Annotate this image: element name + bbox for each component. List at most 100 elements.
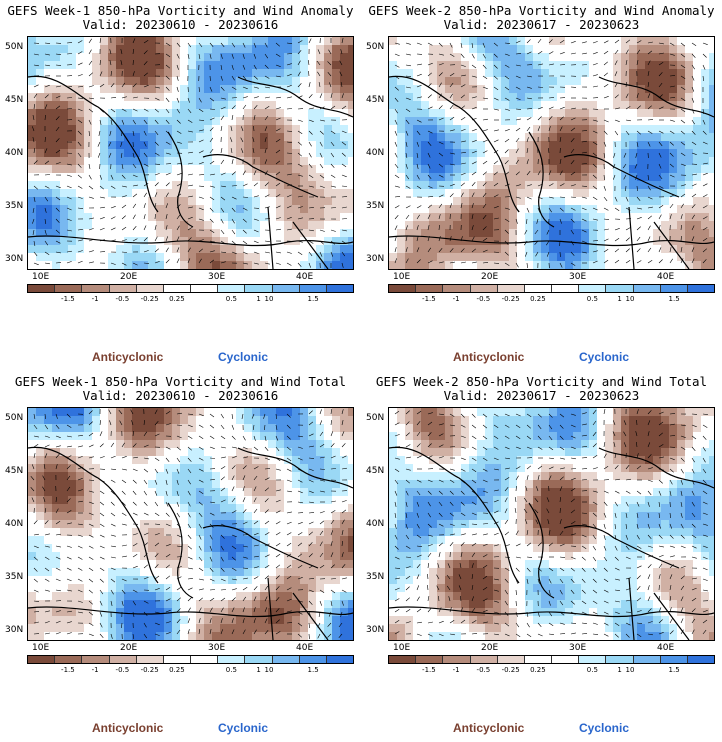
colorbar-label: 1 (617, 295, 622, 303)
colorbar-swatch (497, 656, 525, 663)
latitude-label: 30N (5, 625, 24, 635)
colorbar-swatch (299, 285, 327, 292)
colorbar-swatch (272, 285, 300, 292)
colorbar-label: 1.5 (668, 666, 680, 674)
latitude-label: 45N (366, 95, 385, 105)
colorbar-label: -1.5 (422, 295, 436, 303)
colorbar-swatch (299, 656, 327, 663)
colorbar-label: -0.5 (476, 666, 491, 674)
longitude-label: 10E (32, 272, 50, 282)
colorbar-label: -0.5 (115, 295, 130, 303)
colorbar-swatch (524, 656, 553, 663)
colorbar-swatch (191, 285, 219, 292)
colorbar-swatch (579, 285, 607, 292)
colorbar-label: 0.25 (530, 295, 546, 303)
latitude-label: 45N (366, 466, 385, 476)
colorbar-swatch (109, 656, 137, 663)
colorbar-swatch (552, 656, 580, 663)
colorbar-swatch (218, 656, 246, 663)
legend-anticyclonic: Anticyclonic (92, 350, 164, 364)
colorbar-swatch (416, 285, 444, 292)
longitude-label: 20E (481, 643, 499, 653)
latitude-label: 40N (366, 148, 385, 158)
latitude-label: 30N (366, 254, 385, 264)
colorbar-swatch (191, 656, 219, 663)
colorbar-center-label: 10 (625, 295, 635, 303)
latitude-label: 50N (5, 413, 24, 423)
colorbar-swatch (660, 285, 688, 292)
latitude-label: 35N (366, 201, 385, 211)
map-panel-week1-total: GEFS Week-1 850-hPa Vorticity and Wind T… (0, 371, 361, 742)
colorbar-label: -0.5 (115, 666, 130, 674)
vorticity-map (27, 36, 354, 270)
colorbar-swatch (687, 656, 715, 663)
longitude-label: 40E (657, 272, 675, 282)
colorbar-label: 1.5 (307, 666, 319, 674)
colorbar (27, 655, 354, 664)
map-canvas (389, 408, 714, 640)
colorbar-swatch (579, 656, 607, 663)
colorbar-swatch (606, 656, 634, 663)
colorbar-swatch (470, 656, 498, 663)
colorbar-swatch (389, 285, 417, 292)
colorbar (388, 655, 715, 664)
legend-cyclonic: Cyclonic (579, 350, 630, 364)
latitude-label: 45N (5, 466, 24, 476)
colorbar-swatch (524, 285, 553, 292)
colorbar-center-label: 10 (264, 666, 274, 674)
legend-cyclonic: Cyclonic (218, 721, 269, 735)
colorbar-swatch (163, 656, 192, 663)
colorbar-swatch (55, 285, 83, 292)
colorbar-swatch (272, 656, 300, 663)
colorbar-label: 1 (256, 666, 261, 674)
colorbar (27, 284, 354, 293)
legend-cyclonic: Cyclonic (579, 721, 630, 735)
longitude-label: 40E (657, 643, 675, 653)
colorbar-swatch (416, 656, 444, 663)
map-canvas (389, 37, 714, 269)
colorbar-swatch (245, 656, 273, 663)
latitude-label: 40N (5, 519, 24, 529)
colorbar-swatch (28, 656, 56, 663)
panel-title: GEFS Week-1 850-hPa Vorticity and Wind T… (14, 374, 347, 389)
legend-anticyclonic: Anticyclonic (453, 350, 525, 364)
latitude-label: 40N (5, 148, 24, 158)
longitude-label: 10E (393, 272, 411, 282)
colorbar-swatch (218, 285, 246, 292)
panel-title: GEFS Week-2 850-hPa Vorticity and Wind A… (368, 3, 715, 18)
colorbar-swatch (470, 285, 498, 292)
longitude-label: 20E (120, 272, 138, 282)
panel-valid-range: Valid: 20230610 - 20230616 (82, 17, 279, 32)
latitude-label: 50N (366, 413, 385, 423)
map-panel-week2-anomaly: GEFS Week-2 850-hPa Vorticity and Wind A… (361, 0, 722, 371)
colorbar-swatch (245, 285, 273, 292)
colorbar-label: 1.5 (307, 295, 319, 303)
colorbar-swatch (552, 285, 580, 292)
colorbar-swatch (163, 285, 192, 292)
colorbar-swatch (633, 285, 661, 292)
colorbar-swatch (136, 656, 164, 663)
colorbar-label: -1 (452, 666, 460, 674)
map-canvas (28, 37, 353, 269)
colorbar-label: 0.25 (169, 666, 185, 674)
colorbar-swatch (136, 285, 164, 292)
colorbar-label: -0.25 (140, 666, 159, 674)
colorbar-swatch (606, 285, 634, 292)
latitude-label: 30N (366, 625, 385, 635)
vorticity-map (388, 36, 715, 270)
latitude-label: 30N (5, 254, 24, 264)
colorbar-label: -1.5 (61, 295, 75, 303)
colorbar-label: 0.5 (586, 295, 598, 303)
colorbar-label: -0.25 (501, 666, 520, 674)
colorbar-label: -1.5 (61, 666, 75, 674)
colorbar-label: 1 (256, 295, 261, 303)
vorticity-map (27, 407, 354, 641)
panel-title: GEFS Week-1 850-hPa Vorticity and Wind A… (7, 3, 354, 18)
longitude-label: 10E (32, 643, 50, 653)
latitude-label: 35N (5, 572, 24, 582)
colorbar-swatch (82, 285, 110, 292)
colorbar-swatch (326, 285, 354, 292)
colorbar-label: -1.5 (422, 666, 436, 674)
colorbar-swatch (55, 656, 83, 663)
colorbar-swatch (109, 285, 137, 292)
